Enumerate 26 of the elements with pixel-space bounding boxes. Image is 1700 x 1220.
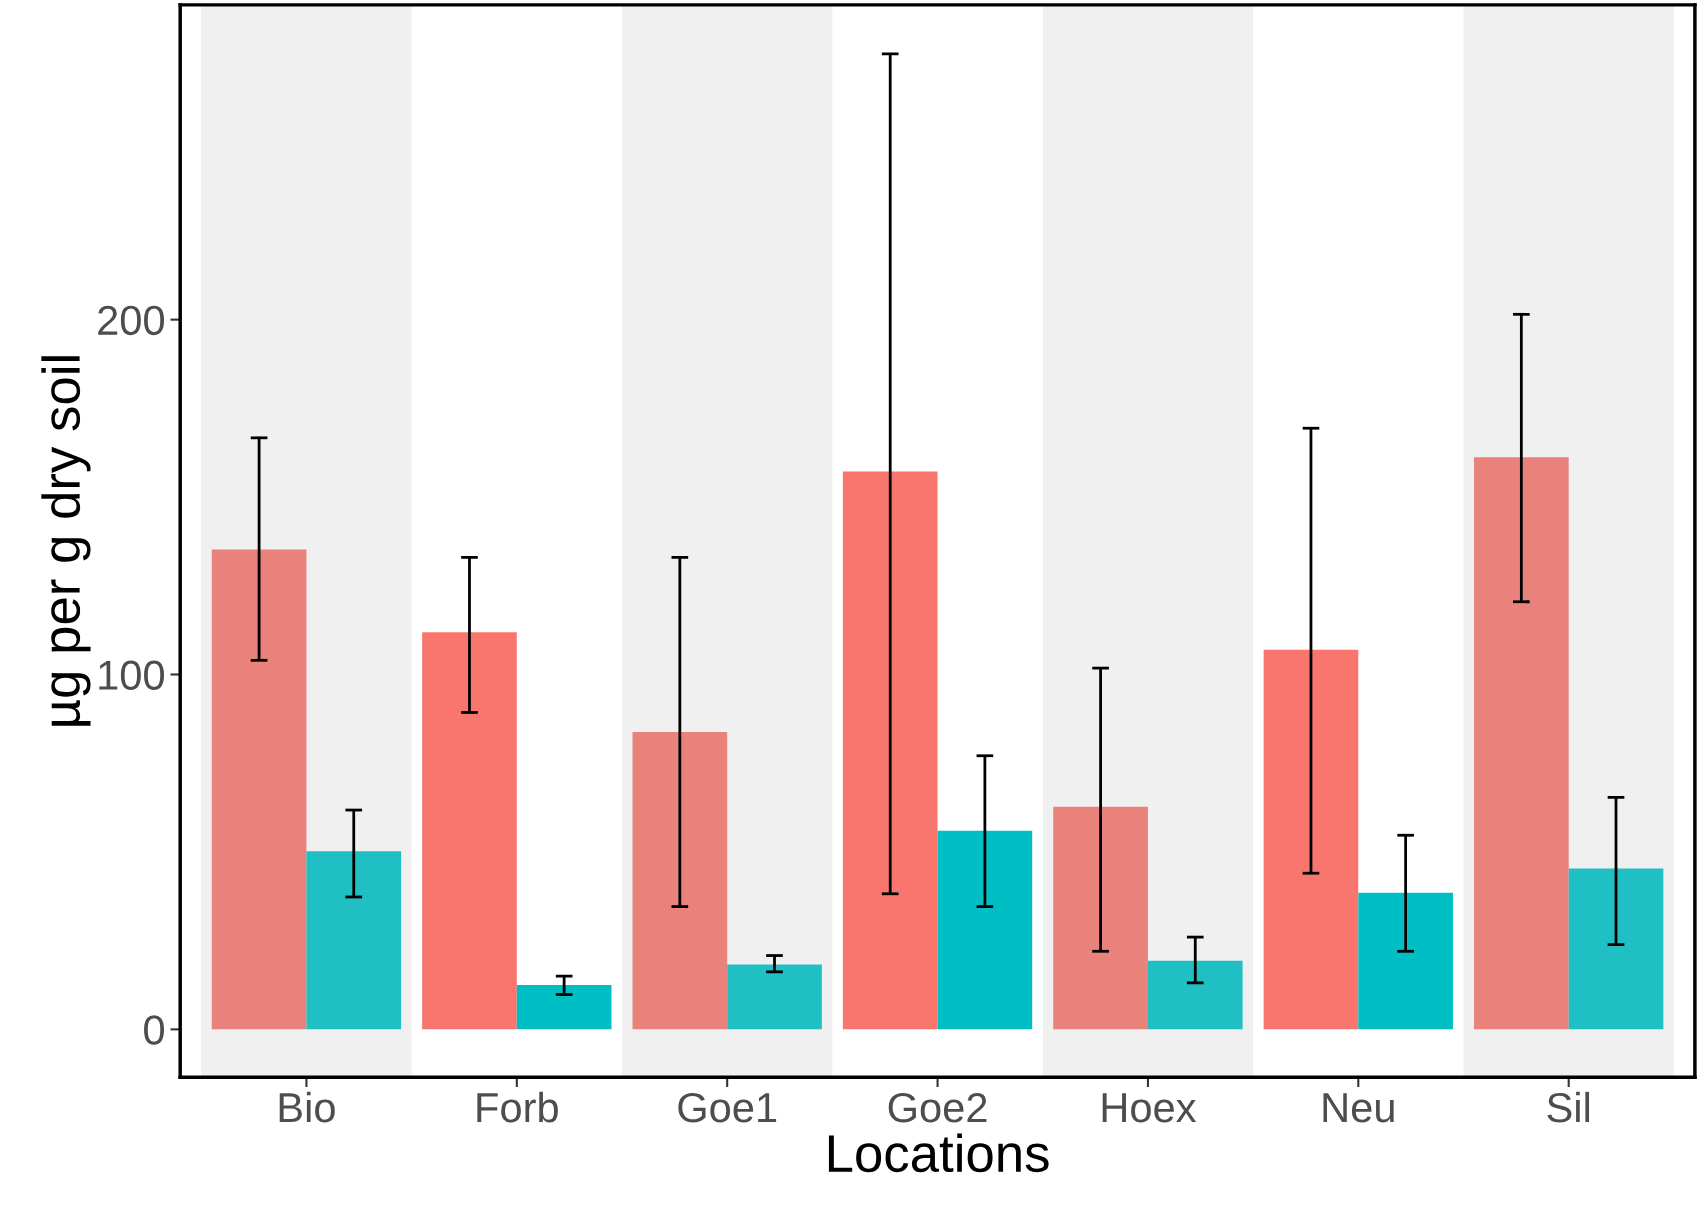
y-tick-label: 0 (144, 1015, 164, 1045)
bar (727, 964, 822, 1030)
bar (937, 830, 1033, 1030)
bar (306, 851, 402, 1030)
bar (842, 471, 938, 1030)
bar (632, 731, 728, 1030)
bar (1358, 892, 1453, 1030)
bar (1147, 960, 1243, 1030)
x-tick-label: Goe1 (678, 1092, 777, 1123)
bar (1053, 806, 1148, 1030)
x-tick-label: Goe2 (888, 1092, 987, 1123)
x-axis-title: Locations (828, 1133, 1049, 1173)
x-tick-label: Forb (477, 1091, 558, 1123)
x-tick-label: Bio (279, 1091, 335, 1123)
y-tick-label: 100 (99, 660, 164, 690)
x-tick-label: Neu (1323, 1093, 1394, 1123)
bar (211, 549, 307, 1030)
y-axis-title: µg per g dry soil (41, 356, 91, 726)
y-tick-label: 200 (98, 305, 164, 336)
x-tick-label: Hoex (1102, 1093, 1197, 1123)
bar (1568, 868, 1664, 1030)
bar (516, 985, 612, 1030)
x-tick-label: Sil (1547, 1091, 1590, 1123)
bar (422, 632, 517, 1030)
bar (1474, 457, 1569, 1030)
bar (1263, 649, 1359, 1030)
